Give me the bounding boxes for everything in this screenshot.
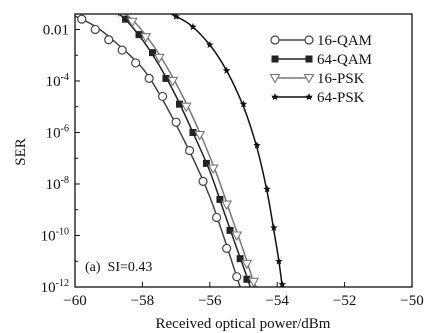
legend-marker-64-psk [271, 93, 279, 101]
data-point-64-psk [189, 22, 197, 31]
y-axis-title: SER [13, 138, 29, 166]
data-point-64-psk [172, 14, 180, 20]
data-point-16-qam [144, 73, 154, 83]
data-point-64-qam [175, 100, 183, 108]
legend-label-16-psk: 16-PSK [317, 71, 365, 87]
chart-annotation: (a) SI=0.43 [85, 260, 152, 275]
data-point-16-psk [207, 164, 219, 175]
legend-marker-64-qam [271, 55, 279, 63]
series-16-psk [117, 14, 260, 287]
x-axis-ticks: −60 −58 −56 −54 −52 −50 [63, 282, 424, 309]
data-point-64-psk [278, 280, 287, 287]
data-point-64-psk [253, 141, 261, 149]
plot-frame [74, 13, 413, 288]
data-point-16-qam [198, 176, 208, 187]
legend-marker-16-psk [269, 73, 281, 84]
data-point-16-qam [171, 117, 181, 127]
y-tick-label: 10-10 [41, 226, 69, 244]
data-point-16-qam [184, 145, 195, 156]
data-point-64-qam [162, 74, 170, 82]
x-tick-label: −58 [131, 293, 154, 309]
y-tick-label: 10-6 [46, 123, 69, 141]
data-point-16-psk [167, 76, 179, 87]
data-point-64-qam [122, 15, 130, 23]
data-point-16-psk [153, 53, 165, 64]
legend: 16-QAM 64-QAM 16-PSK 64-PSK [269, 33, 372, 106]
data-point-64-qam [202, 159, 210, 167]
legend-label-64-psk: 64-PSK [317, 90, 365, 106]
data-point-64-psk [270, 223, 278, 231]
legend-marker-16-qam [304, 35, 314, 45]
data-point-16-psk [180, 102, 192, 113]
data-point-16-psk [117, 14, 121, 18]
data-point-64-qam [109, 5, 116, 12]
data-point-16-qam [77, 14, 87, 24]
legend-marker-64-psk [305, 93, 313, 101]
legend-marker-64-qam [305, 55, 313, 63]
data-point-64-psk [263, 185, 271, 193]
series-16-qam [75, 14, 242, 287]
x-axis-title: Received optical power/dBm [156, 316, 331, 332]
data-point-64-qam [189, 128, 197, 136]
data-point-16-psk [194, 130, 206, 141]
data-point-64-psk [206, 40, 214, 49]
x-tick-label: −56 [198, 293, 222, 309]
legend-marker-16-psk [303, 73, 315, 84]
legend-label-64-qam: 64-QAM [317, 52, 372, 68]
data-point-64-qam [243, 275, 251, 283]
series-64-qam [109, 5, 251, 287]
series-line-64-psk [169, 14, 284, 287]
series-64-psk [169, 14, 287, 287]
data-point-64-qam [149, 49, 157, 57]
data-point-16-qam [117, 45, 127, 55]
y-tick-label: 0.01 [43, 22, 69, 38]
y-tick-label: 10-8 [46, 175, 69, 193]
y-tick-label: 10-12 [41, 278, 69, 296]
data-point-16-qam [158, 91, 168, 102]
data-point-16-psk [140, 33, 152, 43]
data-point-16-psk [241, 259, 253, 270]
x-tick-label: −52 [333, 293, 356, 309]
data-point-16-psk [248, 277, 260, 287]
data-point-16-qam [232, 272, 242, 282]
data-point-16-psk [231, 231, 243, 242]
data-point-16-qam [211, 212, 222, 223]
x-tick-label: −50 [400, 293, 423, 309]
x-tick-label: −60 [63, 293, 86, 309]
data-point-16-qam [131, 58, 141, 68]
legend-label-16-qam: 16-QAM [317, 33, 372, 49]
data-point-16-qam [222, 243, 232, 253]
data-point-16-qam [104, 35, 114, 45]
series-layer [75, 5, 287, 287]
data-point-16-psk [126, 17, 138, 28]
data-point-16-psk [221, 200, 233, 211]
data-point-64-qam [236, 255, 244, 263]
series-line-16-psk [123, 14, 258, 287]
data-point-16-qam [90, 24, 100, 35]
data-point-64-qam [216, 195, 224, 203]
x-tick-label: −54 [265, 293, 289, 309]
data-point-64-psk [239, 100, 248, 108]
y-axis-ticks: 0.01 10-4 10-6 10-8 10-10 10-12 [41, 22, 80, 296]
data-point-64-psk [275, 257, 283, 265]
data-point-64-qam [226, 226, 234, 234]
y-tick-label: 10-4 [46, 72, 69, 90]
data-point-64-psk [222, 66, 231, 74]
legend-marker-16-qam [270, 35, 280, 45]
data-point-64-qam [135, 31, 143, 39]
